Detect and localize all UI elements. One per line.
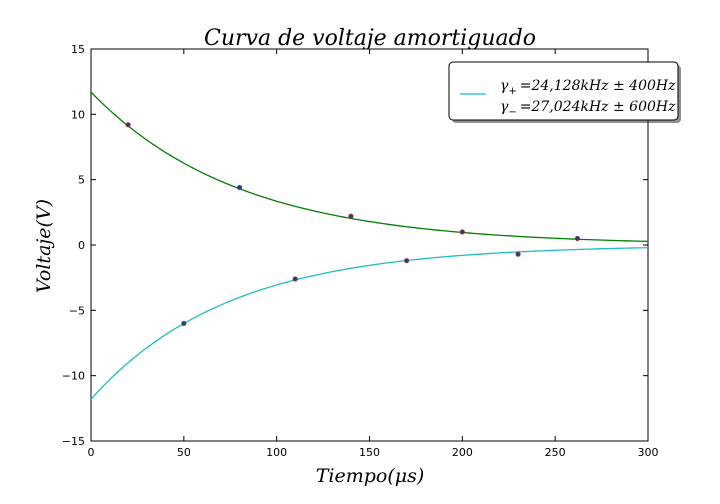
data-point-gamma-plus (236, 184, 243, 191)
y-tick-label: 15 (71, 43, 85, 56)
legend-box (448, 61, 679, 121)
y-tick-label: 5 (78, 174, 85, 187)
data-point-gamma-minus (181, 320, 187, 326)
data-point-gamma-plus (574, 235, 581, 242)
data-point-gamma-plus (125, 122, 131, 128)
x-tick-label: 100 (266, 446, 287, 459)
y-tick-label: −15 (62, 435, 85, 448)
data-point-gamma-minus (292, 276, 298, 282)
axis-ticks (90, 48, 649, 442)
y-tick-label: 10 (71, 108, 85, 121)
legend-entry-gamma-minus: γ− =27,024kHz ± 600Hz (500, 99, 676, 118)
legend: γ+ =24,128kHz ± 400Hz γ− =27,024kHz ± 600H… (448, 61, 681, 123)
fit-curve-gamma-plus (90, 91, 649, 243)
data-points (125, 122, 581, 326)
chart-title: Curva de voltaje amortiguado (204, 26, 536, 51)
x-tick-label: 250 (545, 446, 566, 459)
y-tick-label: 0 (78, 239, 85, 252)
data-point-gamma-plus (348, 213, 354, 219)
y-axis-label: Voltaje(V) (33, 199, 55, 293)
tick-labels: 0 50 100 150 200 250 300 −15 −10 −5 0 5 10 15 (62, 43, 659, 459)
y-tick-label: −10 (62, 370, 85, 383)
x-tick-label: 0 (88, 446, 95, 459)
data-point-gamma-minus (404, 258, 410, 264)
x-tick-label: 150 (359, 446, 380, 459)
x-tick-label: 300 (638, 446, 659, 459)
x-tick-label: 50 (177, 446, 191, 459)
data-point-gamma-minus (515, 251, 521, 257)
x-axis-label: Tiempo(μs) (316, 465, 425, 487)
x-tick-label: 200 (452, 446, 473, 459)
data-point-gamma-plus (459, 229, 465, 235)
y-tick-label: −5 (69, 304, 85, 317)
legend-entry-gamma-plus: γ+ =24,128kHz ± 400Hz (500, 78, 676, 97)
